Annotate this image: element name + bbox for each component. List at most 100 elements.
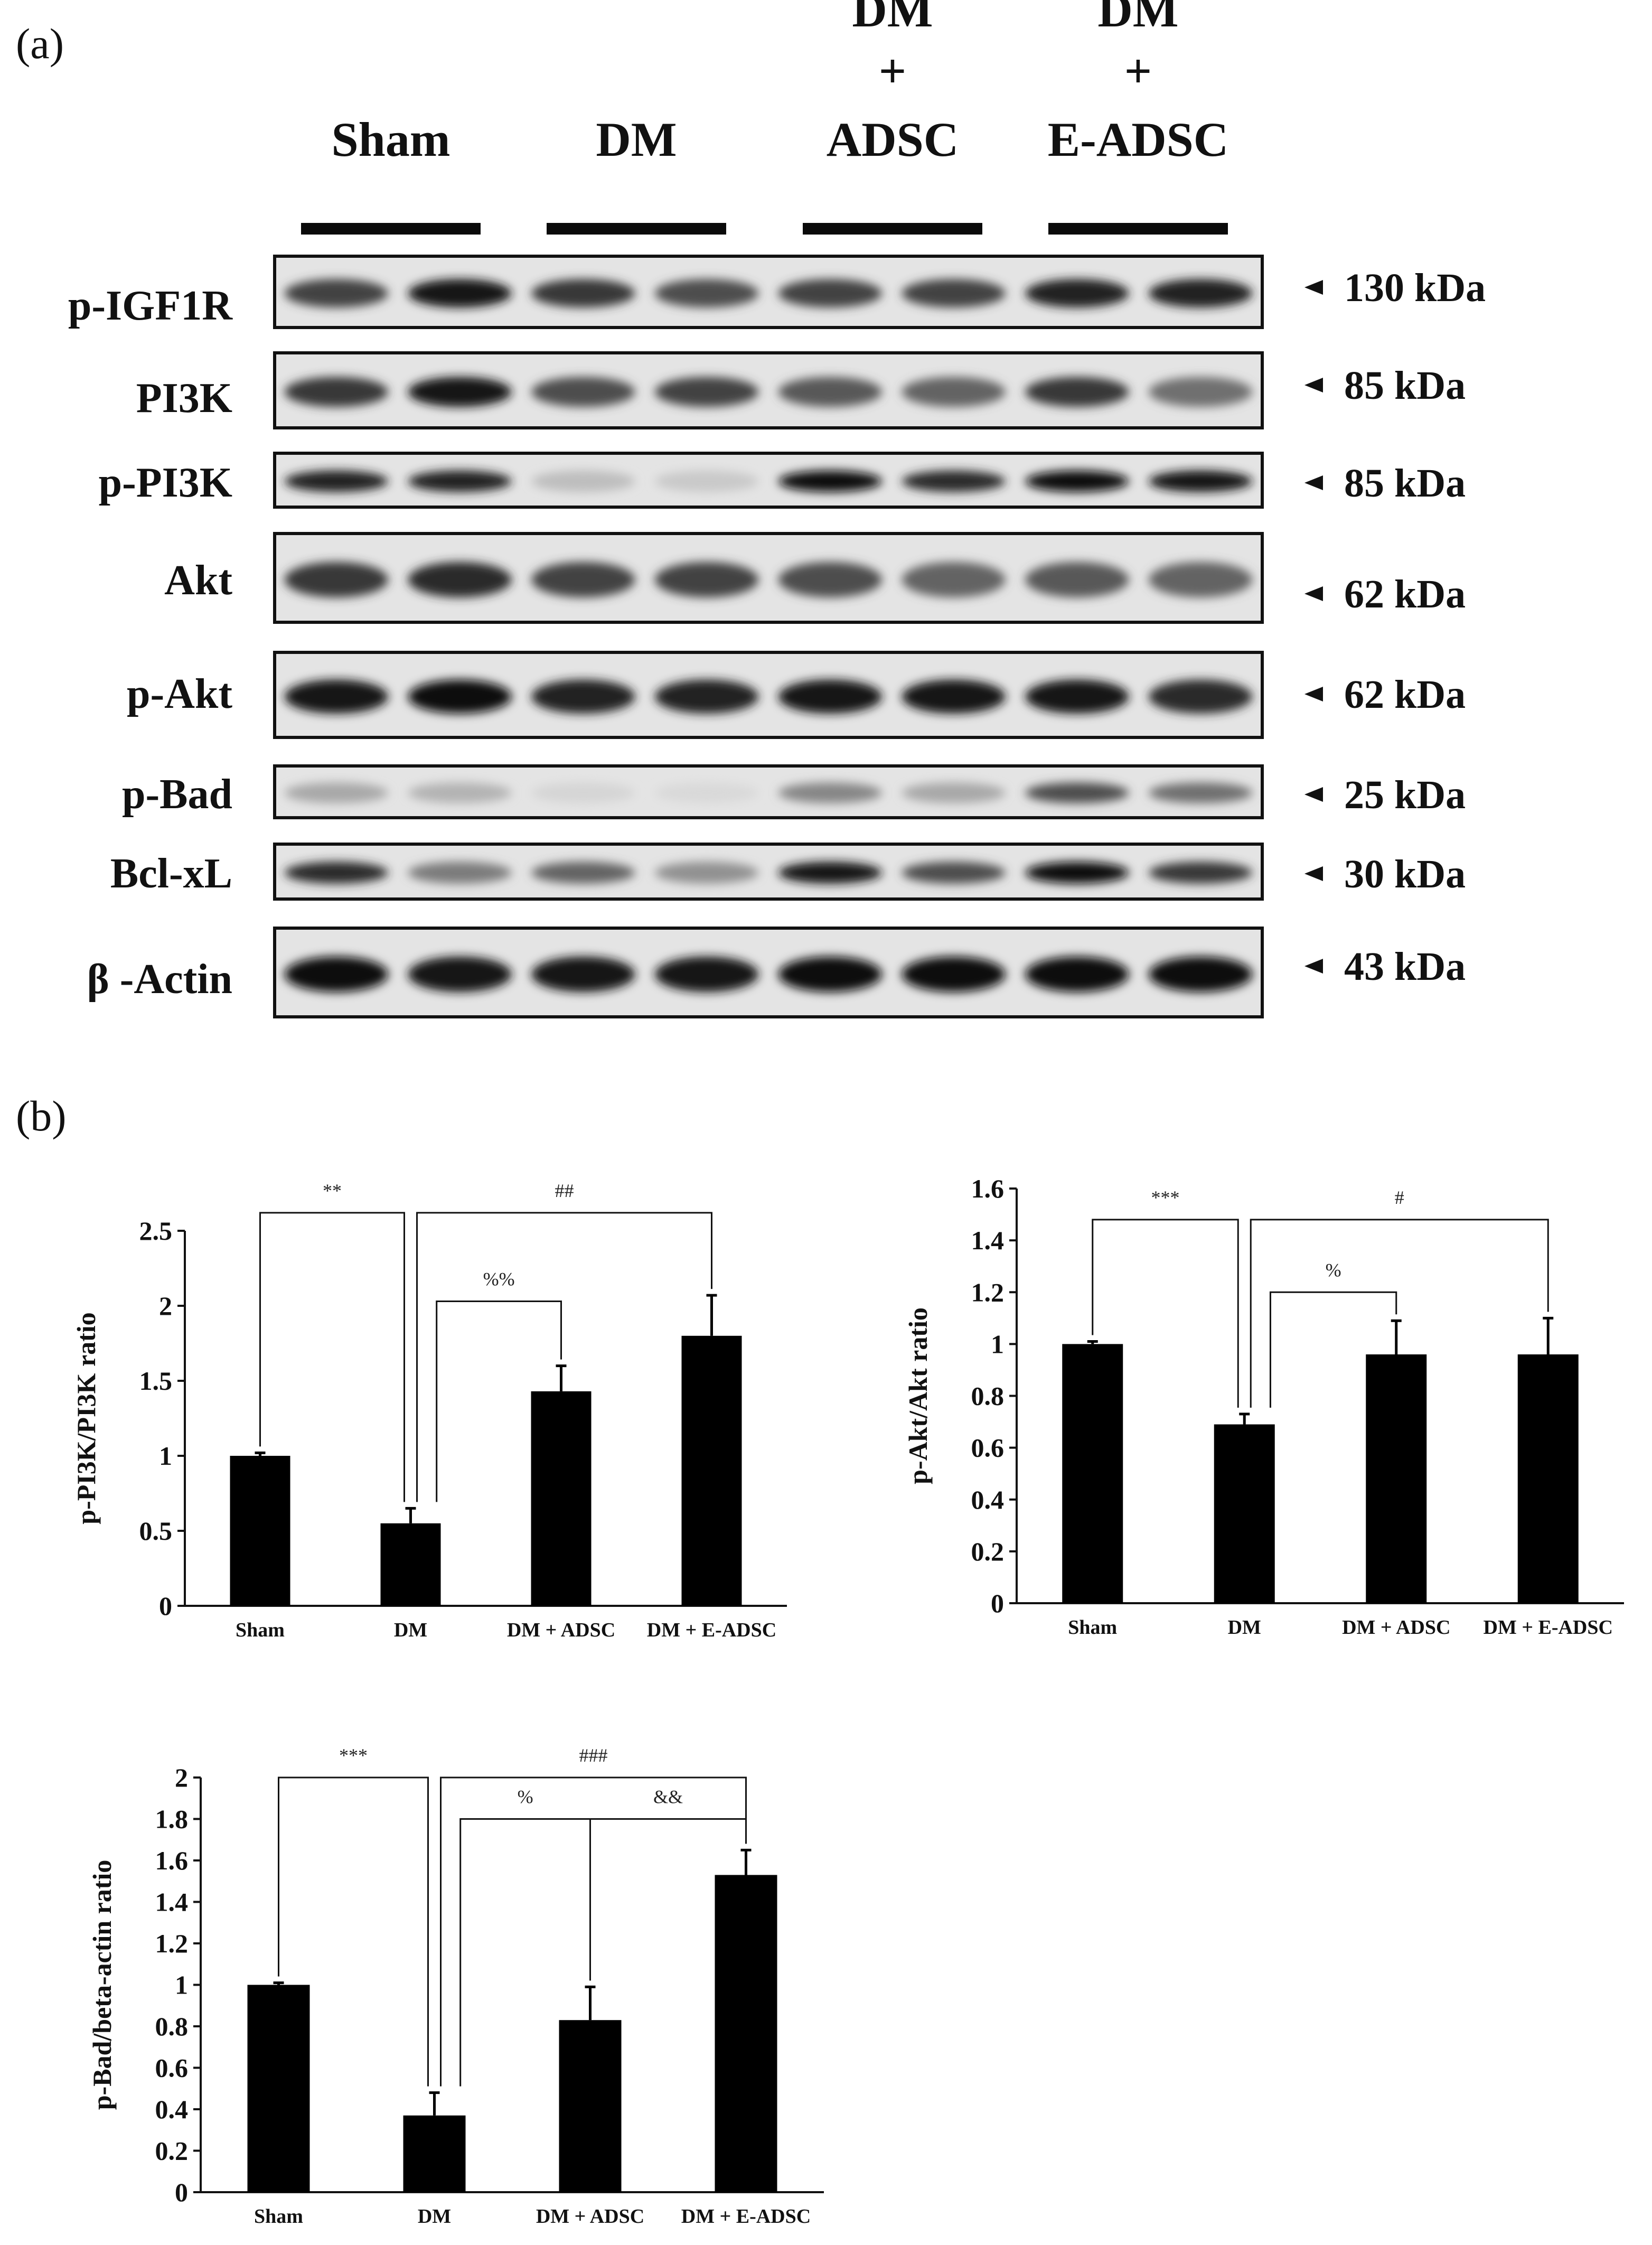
significance-label: *** bbox=[1151, 1187, 1180, 1208]
bar bbox=[531, 1391, 592, 1606]
protein-label: β -Actin bbox=[87, 956, 232, 1003]
significance-bracket bbox=[278, 1776, 429, 2087]
significance-label: ### bbox=[579, 1745, 608, 1766]
bar bbox=[1062, 1344, 1123, 1603]
significance-label: ** bbox=[323, 1180, 342, 1201]
bar bbox=[230, 1456, 290, 1606]
y-tick-label: 0 bbox=[175, 2177, 188, 2207]
x-category-label: DM + E-ADSC bbox=[1484, 1616, 1613, 1639]
protein-label: PI3K bbox=[136, 375, 232, 422]
group-label: + bbox=[879, 44, 906, 98]
group-label: Sham bbox=[332, 113, 450, 166]
y-tick-label: 0.8 bbox=[971, 1381, 1005, 1411]
marker-arrow-icon bbox=[1304, 586, 1323, 601]
protein-band bbox=[778, 279, 883, 308]
western-blot-panel: Sham DM DM + ADSC DM + E-ADSC p-IGF1R 130 kDa PI3K… bbox=[68, 0, 1486, 1018]
protein-band bbox=[778, 377, 883, 407]
significance-bracket bbox=[1250, 1219, 1549, 1408]
protein-band bbox=[1025, 377, 1129, 407]
bar bbox=[380, 1523, 441, 1606]
protein-band bbox=[902, 470, 1006, 492]
significance-bracket bbox=[1092, 1219, 1239, 1408]
x-category-label: DM + ADSC bbox=[536, 2205, 644, 2228]
group-label: DM bbox=[596, 113, 677, 166]
protein-band bbox=[284, 279, 389, 308]
x-category-label: DM + E-ADSC bbox=[647, 1619, 776, 1641]
x-category-label: Sham bbox=[236, 1619, 285, 1641]
protein-band bbox=[902, 679, 1006, 714]
protein-band bbox=[778, 782, 883, 803]
protein-band bbox=[408, 679, 512, 714]
significance-label: % bbox=[518, 1786, 533, 1808]
blot-row: Bcl-xL 30 kDa bbox=[110, 843, 1466, 901]
protein-band bbox=[1148, 862, 1253, 884]
protein-band bbox=[654, 956, 759, 992]
y-tick-label: 1 bbox=[159, 1441, 172, 1471]
bar bbox=[715, 1875, 777, 2192]
protein-label: p-PI3K bbox=[99, 460, 232, 506]
protein-band bbox=[284, 862, 389, 884]
protein-band bbox=[284, 470, 389, 492]
protein-band bbox=[408, 377, 512, 407]
molecular-weight-label: 85 kDa bbox=[1344, 461, 1466, 506]
y-tick-label: 0 bbox=[991, 1588, 1004, 1618]
protein-band bbox=[778, 679, 883, 714]
marker-arrow-icon bbox=[1304, 787, 1323, 802]
protein-band bbox=[1025, 562, 1129, 597]
group-underline bbox=[301, 223, 481, 235]
marker-arrow-icon bbox=[1304, 378, 1323, 392]
y-tick-label: 2.5 bbox=[139, 1216, 173, 1246]
bar bbox=[1214, 1424, 1275, 1603]
y-tick-label: 1.5 bbox=[139, 1366, 173, 1396]
y-tick-label: 2 bbox=[175, 1763, 188, 1792]
y-tick-label: 1.2 bbox=[155, 1929, 189, 1958]
blot-row: PI3K 85 kDa bbox=[136, 351, 1466, 429]
panel-label-a: (a) bbox=[16, 20, 64, 68]
molecular-weight-label: 25 kDa bbox=[1344, 773, 1466, 817]
protein-band bbox=[408, 470, 512, 492]
y-tick-label: 1.6 bbox=[971, 1174, 1005, 1203]
protein-band bbox=[408, 956, 512, 992]
group-underline bbox=[1048, 223, 1228, 235]
protein-band bbox=[284, 782, 389, 803]
protein-band bbox=[408, 862, 512, 884]
y-tick-label: 1.2 bbox=[971, 1277, 1005, 1307]
protein-label: p-IGF1R bbox=[68, 283, 233, 329]
protein-band bbox=[1025, 279, 1129, 308]
y-tick-label: 0.4 bbox=[155, 2094, 189, 2124]
protein-band bbox=[778, 562, 883, 597]
y-tick-label: 0.6 bbox=[155, 2053, 189, 2083]
molecular-weight-label: 130 kDa bbox=[1344, 266, 1486, 310]
protein-band bbox=[1148, 562, 1253, 597]
protein-band bbox=[408, 279, 512, 308]
x-category-label: DM bbox=[418, 2205, 451, 2228]
y-tick-label: 1.4 bbox=[155, 1887, 189, 1917]
blot-row: Akt 62 kDa bbox=[164, 532, 1466, 624]
protein-band bbox=[902, 782, 1006, 803]
group-underline bbox=[803, 223, 982, 235]
panel-label-b: (b) bbox=[16, 1092, 67, 1140]
protein-band bbox=[284, 679, 389, 714]
group-label: DM bbox=[852, 0, 933, 37]
protein-band bbox=[902, 562, 1006, 597]
significance-label: % bbox=[1326, 1259, 1341, 1280]
protein-band bbox=[531, 470, 635, 492]
y-tick-label: 0.2 bbox=[155, 2136, 189, 2166]
bar bbox=[559, 2020, 622, 2192]
protein-band bbox=[902, 377, 1006, 407]
protein-band bbox=[531, 562, 635, 597]
y-tick-label: 2 bbox=[159, 1291, 172, 1321]
y-tick-label: 0.5 bbox=[139, 1516, 173, 1546]
protein-band bbox=[654, 782, 759, 803]
chart-p-pi3k-ratio: 0 0.5 1 1.5 2 2.5 Sham DM DM + ADSC DM + E-ADSC p-… bbox=[71, 1180, 787, 1641]
bar bbox=[1366, 1354, 1427, 1603]
marker-arrow-icon bbox=[1304, 280, 1323, 295]
marker-arrow-icon bbox=[1304, 866, 1323, 881]
protein-band bbox=[531, 679, 635, 714]
y-tick-label: 0 bbox=[159, 1591, 172, 1621]
bar bbox=[681, 1335, 742, 1606]
protein-band bbox=[778, 470, 883, 492]
protein-label: Akt bbox=[164, 557, 232, 604]
protein-band bbox=[531, 956, 635, 992]
